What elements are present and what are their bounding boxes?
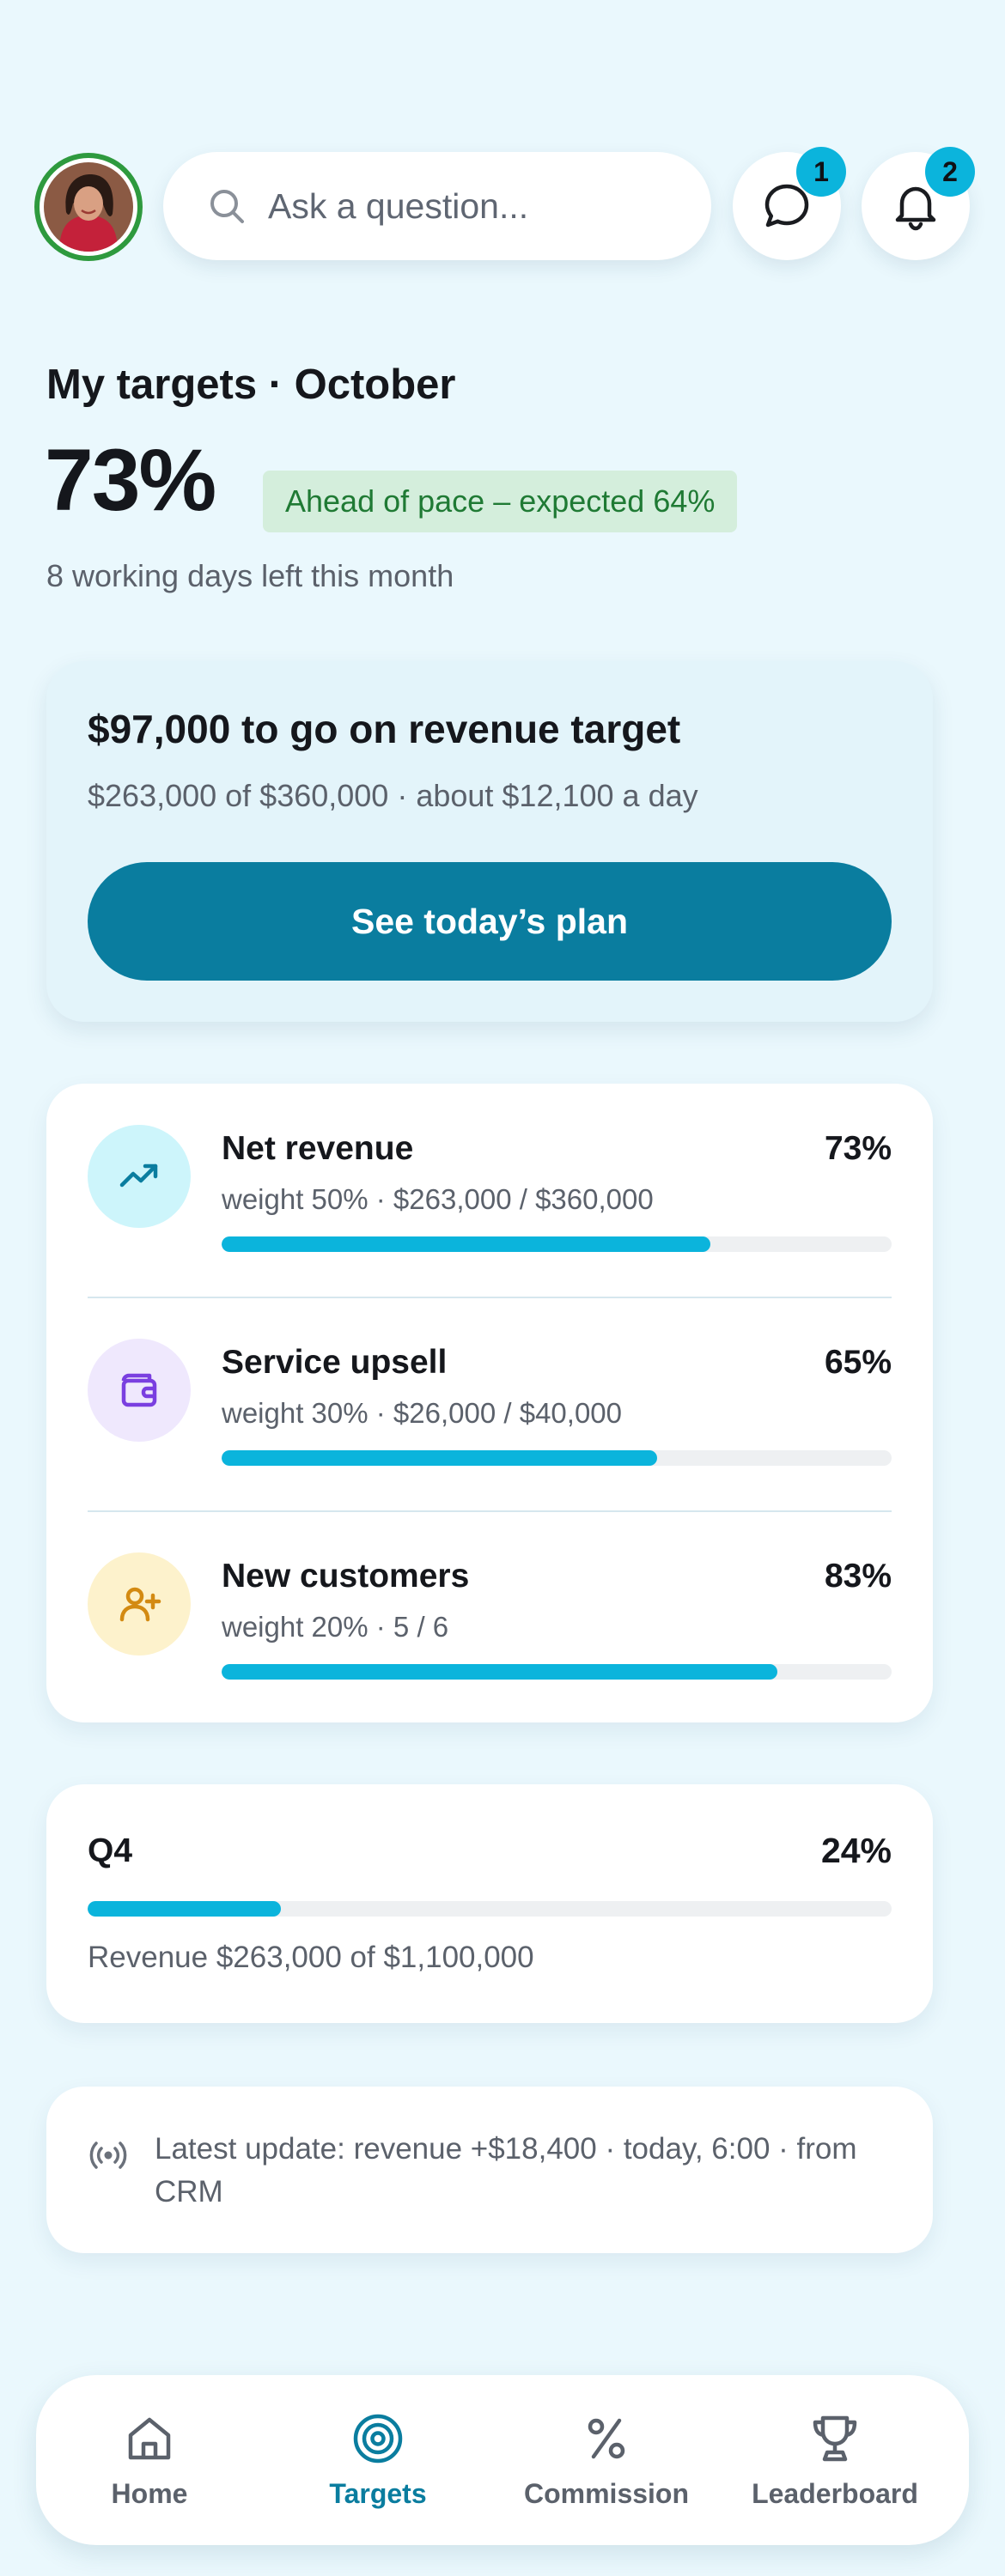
search-placeholder: Ask a question... xyxy=(268,185,529,226)
wallet-icon xyxy=(121,1373,157,1407)
metric-icon-bg xyxy=(88,1339,191,1442)
metric-detail: weight 50% · $263,000 / $360,000 xyxy=(222,1183,654,1215)
messages-button[interactable]: 1 xyxy=(733,147,846,260)
divider xyxy=(88,1297,892,1298)
revenue-target-subtext: $263,000 of $360,000 · about $12,100 a d… xyxy=(88,778,698,813)
nav-commission[interactable]: Commission xyxy=(495,2375,718,2545)
metric-name: New customers xyxy=(222,1558,470,1595)
metric-percent: 73% xyxy=(824,1130,892,1167)
nav-targets[interactable]: Targets xyxy=(266,2375,490,2545)
avatar-photo xyxy=(44,162,133,252)
quarter-label: Q4 xyxy=(88,1832,133,1869)
progress-track xyxy=(222,1450,892,1466)
progress-fill xyxy=(222,1236,711,1252)
metric-name: Net revenue xyxy=(222,1130,414,1167)
progress-fill xyxy=(222,1664,778,1680)
metric-icon-bg xyxy=(88,1125,191,1228)
metric-name: Service upsell xyxy=(222,1344,448,1381)
user-plus-icon xyxy=(119,1587,161,1622)
metric-icon-bg xyxy=(88,1552,191,1656)
percent-icon xyxy=(588,2418,625,2458)
target-icon xyxy=(353,2414,403,2463)
progress-fill xyxy=(88,1901,281,1917)
nav-label: Home xyxy=(111,2477,188,2509)
metrics-card: Net revenue 73% weight 50% · $263,000 / … xyxy=(46,1084,933,1722)
progress-track xyxy=(222,1236,892,1252)
quarter-card[interactable]: Q4 24% Revenue $263,000 of $1,100,000 xyxy=(46,1784,933,2023)
home-icon xyxy=(128,2417,171,2459)
quarter-percent: 24% xyxy=(820,1831,892,1870)
avatar[interactable] xyxy=(34,153,143,261)
metric-net-revenue[interactable]: Net revenue 73% weight 50% · $263,000 / … xyxy=(46,1084,933,1297)
notifications-button[interactable]: 2 xyxy=(862,147,975,260)
see-todays-plan-button[interactable]: See today’s plan xyxy=(88,862,892,981)
nav-label: Targets xyxy=(329,2477,427,2509)
metric-percent: 83% xyxy=(824,1558,892,1595)
bottom-nav: Home Targets Commission xyxy=(36,2375,969,2545)
metric-detail: weight 30% · $26,000 / $40,000 xyxy=(222,1397,623,1429)
chat-icon xyxy=(764,184,809,228)
overall-percent: 73% xyxy=(45,431,216,529)
broadcast-icon xyxy=(89,2142,127,2169)
pace-badge: Ahead of pace – expected 64% xyxy=(263,471,738,532)
page-title: My targets · October xyxy=(46,361,456,408)
progress-track xyxy=(222,1664,892,1680)
nav-label: Commission xyxy=(523,2477,690,2509)
search-icon xyxy=(210,190,244,223)
notifications-badge: 2 xyxy=(925,147,975,197)
progress-track xyxy=(88,1901,892,1917)
days-left-text: 8 working days left this month xyxy=(46,558,454,593)
metric-new-customers[interactable]: New customers 83% weight 20% · 5 / 6 xyxy=(46,1511,933,1725)
progress-fill xyxy=(222,1450,657,1466)
trophy-icon xyxy=(813,2415,857,2461)
trending-up-icon xyxy=(119,1163,158,1188)
nav-leaderboard[interactable]: Leaderboard xyxy=(723,2375,947,2545)
nav-label: Leaderboard xyxy=(752,2477,918,2509)
search-bar[interactable]: Ask a question... xyxy=(163,152,711,260)
divider xyxy=(88,1510,892,1512)
metric-percent: 65% xyxy=(824,1344,892,1381)
messages-badge: 1 xyxy=(796,147,846,197)
nav-home[interactable]: Home xyxy=(38,2375,261,2545)
latest-update-card: Latest update: revenue +$18,400 · today,… xyxy=(46,2087,933,2253)
metric-service-upsell[interactable]: Service upsell 65% weight 30% · $26,000 … xyxy=(46,1297,933,1511)
bell-icon xyxy=(895,186,936,231)
metric-detail: weight 20% · 5 / 6 xyxy=(222,1611,449,1643)
revenue-target-headline: $97,000 to go on revenue target xyxy=(88,707,681,751)
latest-update-text: Latest update: revenue +$18,400 · today,… xyxy=(155,2132,857,2208)
quarter-detail: Revenue $263,000 of $1,100,000 xyxy=(88,1941,534,1974)
revenue-target-card: $97,000 to go on revenue target $263,000… xyxy=(46,661,933,1022)
